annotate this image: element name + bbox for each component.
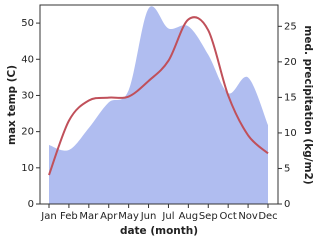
- y2-axis-label: med. precipitation (kg/m2): [302, 25, 314, 184]
- x-tick-label: May: [118, 211, 139, 222]
- y-tick-label: 20: [21, 127, 34, 138]
- precipitation-area: [49, 6, 268, 204]
- x-tick-label: Aug: [179, 211, 199, 222]
- y2-tick-label: 0: [284, 199, 290, 210]
- x-tick-label: Mar: [79, 211, 99, 222]
- y-tick-label: 40: [21, 54, 34, 65]
- y-tick-label: 10: [21, 163, 34, 174]
- temp-line: [48, 16, 269, 176]
- y2-tick-label: 15: [284, 92, 297, 103]
- x-tick-label: Jul: [161, 211, 174, 222]
- x-tick-label: Feb: [60, 211, 78, 222]
- y-tick-label: 30: [21, 90, 34, 101]
- x-axis-label: date (month): [120, 225, 198, 237]
- x-tick-label: Apr: [100, 211, 118, 222]
- plot-frame: [39, 4, 279, 205]
- y-axis-label: max temp (C): [6, 65, 18, 145]
- x-tick-label: Jan: [40, 211, 56, 222]
- x-tick-label: Oct: [220, 211, 237, 222]
- x-tick-label: Nov: [238, 211, 258, 222]
- y2-tick-label: 20: [284, 57, 297, 68]
- y2-tick-label: 10: [284, 128, 297, 139]
- x-tick-label: Jun: [140, 211, 157, 222]
- y2-tick-label: 5: [284, 163, 290, 174]
- x-tick-label: Sep: [199, 211, 218, 222]
- y-tick-label: 0: [28, 199, 34, 210]
- x-tick-label: Dec: [258, 211, 277, 222]
- y2-tick-label: 25: [284, 21, 297, 32]
- y-tick-label: 50: [21, 18, 34, 29]
